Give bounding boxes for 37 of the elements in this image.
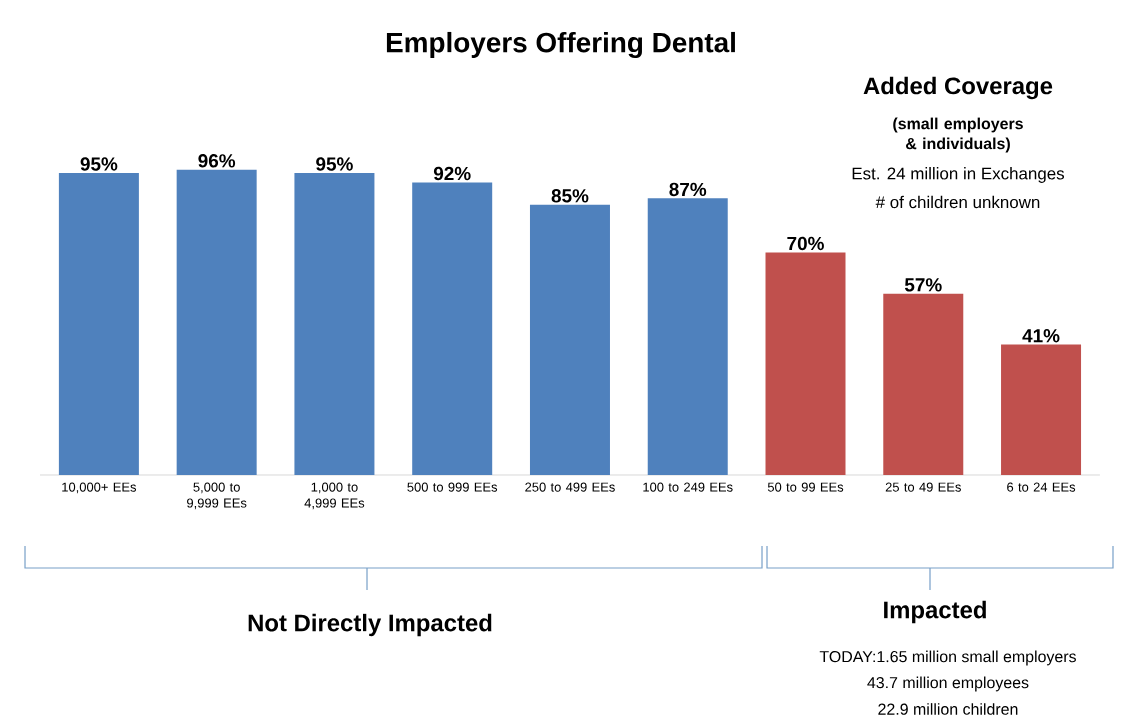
text: Added Coverage <box>863 76 1053 100</box>
data-label: 57% <box>904 278 942 292</box>
x-tick-label: 10,000+ EEs <box>62 482 137 494</box>
x-tick-label: 6 to 24 EEs <box>1007 482 1076 492</box>
chart-title: Employers Offering Dental <box>386 31 735 59</box>
data-label: 95% <box>316 157 353 171</box>
data-label: 95% <box>80 157 118 171</box>
bar <box>765 252 846 475</box>
data-label: 96% <box>198 154 236 168</box>
data-label: 87% <box>669 182 707 197</box>
text: 43.7 million employees <box>867 676 1029 692</box>
text: Impacted <box>884 600 986 624</box>
annotation: # of children unknown <box>875 195 1040 209</box>
text: TODAY:1.65 million small employers <box>819 650 1076 666</box>
annotation: Est. 24 million in Exchanges <box>852 167 1065 183</box>
bar <box>176 169 257 475</box>
bar <box>647 198 728 475</box>
x-tick-label: 500 to 999 EEs <box>407 482 498 492</box>
bar <box>412 182 493 475</box>
x-tick-label: 250 to 499 EEs <box>525 482 615 492</box>
text: Not Directly Impacted <box>248 613 492 637</box>
text: (small employers & individuals) <box>893 117 1023 153</box>
text: 22.9 million children <box>878 703 1018 715</box>
data-label: 85% <box>551 189 589 203</box>
x-tick-label: 100 to 249 EEs <box>643 482 733 492</box>
x-tick-label: 1,000 to 4,999 EEs <box>304 482 365 510</box>
bar <box>58 172 139 475</box>
x-tick-label: 25 to 49 EEs <box>885 482 961 492</box>
bar <box>294 172 375 475</box>
data-label: 92% <box>433 166 471 181</box>
x-tick-label: 50 to 99 EEs <box>767 482 844 492</box>
bar <box>529 204 610 475</box>
x-tick-label: 5,000 to 9,999 EEs <box>187 482 247 510</box>
data-label: 70% <box>787 236 824 251</box>
data-label: 41% <box>1022 329 1060 343</box>
bar <box>1001 344 1082 475</box>
bar <box>883 293 964 475</box>
